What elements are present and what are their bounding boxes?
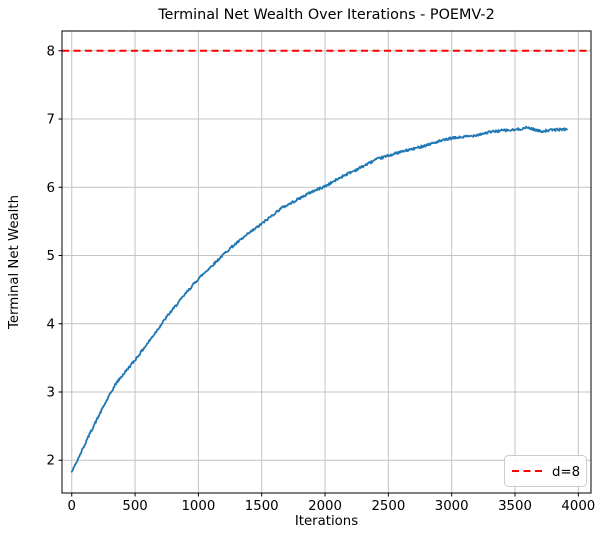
y-axis-label: Terminal Net Wealth <box>7 195 22 330</box>
y-tick-label: 2 <box>47 454 55 469</box>
y-tick-label: 7 <box>47 113 55 128</box>
series-layer <box>62 49 591 473</box>
y-tick-label: 6 <box>47 181 55 196</box>
y-tick-label: 4 <box>47 317 55 332</box>
x-tick-label: 0 <box>68 499 76 514</box>
wealth-curve <box>70 125 568 473</box>
x-tick-label: 3000 <box>435 499 469 514</box>
x-tick-label: 500 <box>122 499 147 514</box>
x-tick-label: 2000 <box>308 499 342 514</box>
plot-border <box>61 30 592 494</box>
x-tick-label: 4000 <box>561 499 595 514</box>
y-tick-label: 8 <box>47 44 55 59</box>
x-tick-label: 1500 <box>245 499 279 514</box>
chart-title: Terminal Net Wealth Over Iterations - PO… <box>157 7 495 23</box>
legend: d=8 <box>504 455 587 487</box>
axes-layer: 0 500 1000 1500 2000 2500 3000 3500 4000 2 3 4 5 6 7 8 <box>47 30 595 514</box>
grid-lines <box>62 31 591 493</box>
y-tick-label: 3 <box>47 386 55 401</box>
y-tick-label: 5 <box>47 249 55 264</box>
x-axis-label: Iterations <box>295 514 358 529</box>
x-tick-label: 1000 <box>181 499 215 514</box>
x-tick-label: 2500 <box>371 499 405 514</box>
legend-box <box>504 455 587 487</box>
legend-label: d=8 <box>552 465 580 480</box>
x-tick-label: 3500 <box>498 499 532 514</box>
